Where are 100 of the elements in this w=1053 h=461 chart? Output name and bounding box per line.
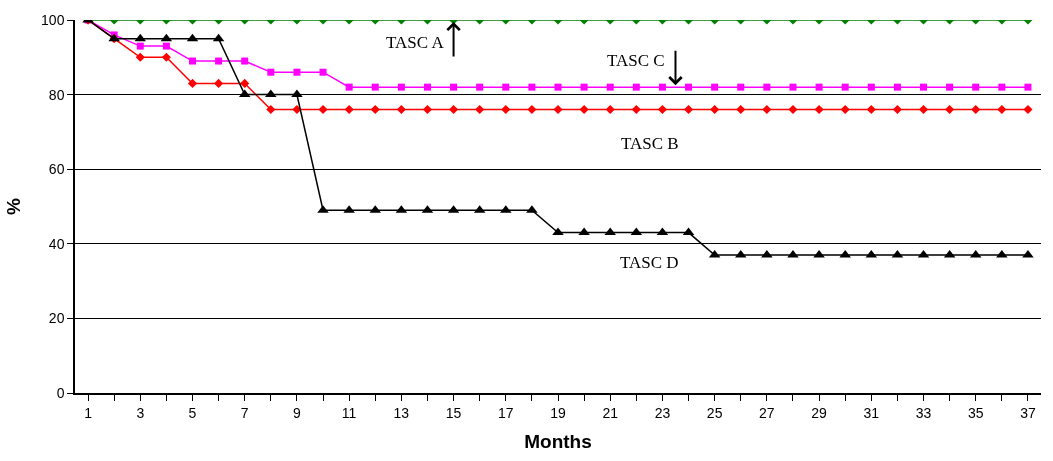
- point: [344, 104, 354, 115]
- y-axis-title: %: [3, 197, 25, 215]
- x-tick-label: 31: [863, 404, 880, 421]
- point: [214, 78, 224, 88]
- y-tick-label: 0: [56, 384, 65, 401]
- x-tick-label: 3: [136, 404, 145, 421]
- point: [711, 83, 719, 91]
- point: [1023, 104, 1033, 115]
- point: [893, 83, 901, 91]
- y-tick-label: 40: [48, 235, 65, 252]
- point: [736, 104, 746, 115]
- point: [136, 42, 144, 50]
- point: [475, 104, 485, 115]
- point: [710, 104, 720, 115]
- point: [319, 68, 327, 76]
- point: [292, 104, 302, 115]
- x-tick-label: 19: [550, 404, 566, 421]
- point: [397, 83, 405, 91]
- point: [267, 68, 275, 76]
- point: [318, 104, 328, 115]
- y-tick-label: 80: [48, 86, 65, 103]
- point: [422, 104, 433, 115]
- x-tick-label: 15: [445, 404, 462, 421]
- point: [161, 52, 171, 62]
- point: [685, 83, 693, 91]
- point: [449, 104, 459, 115]
- y-tick-label: 20: [48, 310, 65, 327]
- point: [265, 89, 277, 98]
- point: [580, 83, 588, 91]
- point: [345, 83, 353, 91]
- x-tick-label: 23: [654, 404, 671, 421]
- point: [579, 104, 589, 115]
- point: [476, 83, 484, 91]
- point: [135, 52, 145, 62]
- x-tick-label: 35: [967, 404, 984, 421]
- point: [946, 83, 954, 91]
- x-tick-label: 29: [811, 404, 828, 421]
- point: [188, 57, 196, 65]
- point: [266, 104, 276, 115]
- point: [291, 89, 303, 98]
- x-tick-label: 17: [497, 404, 514, 421]
- point: [788, 104, 798, 115]
- annotation: TASC A: [386, 33, 445, 52]
- point: [553, 104, 563, 115]
- point: [215, 57, 223, 65]
- point: [578, 227, 590, 236]
- x-tick-label: 7: [240, 404, 249, 421]
- point: [867, 83, 875, 91]
- point: [841, 83, 849, 91]
- point: [502, 83, 510, 91]
- point: [997, 104, 1007, 115]
- point: [971, 104, 981, 115]
- x-tick-label: 37: [1020, 404, 1036, 421]
- point: [840, 104, 850, 115]
- point: [789, 83, 797, 91]
- point: [866, 104, 876, 115]
- point: [658, 83, 666, 91]
- x-tick-label: 21: [602, 404, 619, 421]
- x-tick-label: 33: [915, 404, 932, 421]
- x-tick-label: 9: [293, 404, 302, 421]
- point: [998, 83, 1006, 91]
- point: [920, 83, 928, 91]
- point: [815, 83, 823, 91]
- point: [293, 68, 301, 76]
- point: [187, 78, 198, 88]
- point: [683, 104, 694, 115]
- x-tick-label: 25: [706, 404, 723, 421]
- x-tick-label: 27: [759, 404, 775, 421]
- point: [657, 104, 667, 115]
- point: [762, 104, 772, 115]
- point: [241, 57, 249, 65]
- point: [606, 83, 614, 91]
- point: [501, 104, 511, 115]
- point: [632, 83, 640, 91]
- annotation: TASC C: [607, 51, 665, 70]
- point: [737, 83, 745, 91]
- point: [945, 104, 955, 115]
- point: [918, 104, 929, 115]
- point: [240, 78, 250, 88]
- point: [972, 83, 980, 91]
- x-tick-label: 13: [393, 404, 410, 421]
- x-tick-label: 5: [188, 404, 197, 421]
- annotation: TASC B: [621, 134, 679, 153]
- point: [604, 227, 616, 236]
- point: [892, 104, 902, 115]
- point: [528, 83, 536, 91]
- point: [370, 104, 380, 115]
- point: [371, 83, 379, 91]
- point: [763, 83, 771, 91]
- point: [605, 104, 615, 115]
- point: [396, 104, 406, 115]
- point: [450, 83, 458, 91]
- point: [554, 83, 562, 91]
- x-tick-label: 1: [84, 404, 93, 421]
- x-tick-label: 11: [341, 404, 357, 421]
- point: [423, 83, 431, 91]
- annotation: TASC D: [620, 253, 679, 272]
- point: [814, 104, 824, 115]
- y-tick-label: 100: [41, 11, 65, 28]
- point: [162, 42, 170, 50]
